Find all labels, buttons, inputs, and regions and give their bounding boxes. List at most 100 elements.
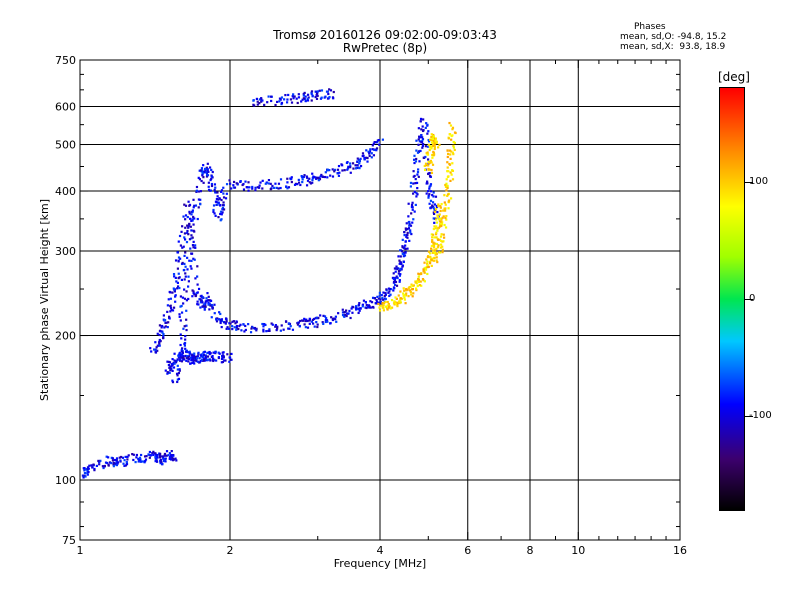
- data-point-o: [172, 458, 175, 461]
- data-point-o: [219, 321, 222, 325]
- data-point-o: [226, 326, 229, 329]
- data-point-o: [210, 175, 213, 178]
- data-point-o: [161, 463, 164, 466]
- data-point-o: [416, 186, 419, 190]
- data-point-o: [219, 312, 222, 316]
- data-point-o: [178, 286, 181, 290]
- y-tick-label: 100: [55, 474, 76, 487]
- data-point-o: [287, 186, 291, 189]
- colorbar-band: [720, 133, 744, 135]
- data-point-o: [156, 349, 159, 352]
- data-point-o: [196, 283, 199, 286]
- colorbar-band: [720, 211, 744, 213]
- data-point-o: [432, 191, 435, 194]
- data-point-o: [287, 327, 290, 330]
- colorbar-band: [720, 423, 744, 425]
- colorbar-band: [720, 456, 744, 458]
- data-point-x: [439, 246, 442, 249]
- data-point-o: [263, 103, 266, 107]
- data-point-o: [405, 234, 408, 237]
- data-point-o: [222, 208, 226, 211]
- colorbar-band: [720, 480, 744, 482]
- data-point-o: [385, 288, 388, 291]
- colorbar-band: [720, 167, 744, 169]
- data-point-o: [189, 225, 192, 228]
- data-point-o: [201, 305, 204, 308]
- data-point-o: [197, 351, 200, 354]
- data-point-o: [285, 101, 289, 104]
- data-point-o: [114, 462, 117, 465]
- data-point-o: [206, 358, 209, 361]
- data-point-o: [184, 226, 187, 229]
- data-point-o: [357, 158, 361, 162]
- data-point-o: [187, 200, 190, 203]
- data-point-o: [167, 363, 170, 367]
- data-point-o: [188, 238, 192, 241]
- colorbar-band: [720, 428, 744, 430]
- data-point-o: [308, 317, 311, 320]
- colorbar-band: [720, 283, 744, 285]
- data-point-o: [189, 356, 193, 359]
- data-point-o: [225, 320, 228, 323]
- colorbar-band: [720, 416, 744, 418]
- colorbar-band: [720, 493, 744, 495]
- data-point-o: [404, 228, 408, 231]
- data-point-o: [271, 323, 274, 326]
- data-point-o: [220, 189, 224, 192]
- data-point-o: [414, 177, 417, 181]
- data-point-o: [397, 270, 401, 273]
- x-tick-label: 1: [77, 544, 84, 557]
- data-point-o: [341, 311, 345, 314]
- data-point-o: [203, 304, 207, 308]
- colorbar-band: [720, 168, 744, 170]
- data-point-o: [197, 198, 201, 201]
- data-point-o: [188, 204, 191, 207]
- colorbar-band: [720, 277, 744, 279]
- data-point-o: [216, 195, 219, 198]
- data-point-x: [409, 290, 412, 294]
- colorbar-band: [720, 258, 744, 260]
- colorbar-band: [720, 324, 744, 326]
- data-point-o: [188, 217, 192, 220]
- data-point-o: [311, 172, 314, 175]
- data-point-o: [308, 319, 311, 322]
- data-point-o: [416, 151, 420, 154]
- data-point-x: [417, 278, 420, 281]
- colorbar-gradient: [720, 88, 744, 511]
- data-point-o: [222, 192, 225, 195]
- data-point-o: [413, 154, 416, 157]
- data-point-o: [187, 360, 190, 363]
- colorbar-band: [720, 310, 744, 312]
- colorbar-band: [720, 249, 744, 251]
- colorbar-band: [720, 190, 744, 192]
- data-point-o: [361, 305, 364, 308]
- data-point-o: [212, 204, 216, 207]
- data-point-o: [297, 93, 300, 96]
- data-point-o: [203, 307, 206, 310]
- data-point-o: [428, 193, 431, 196]
- data-point-x: [446, 155, 449, 159]
- colorbar-band: [720, 381, 744, 383]
- data-point-o: [246, 186, 249, 189]
- data-point-x: [402, 287, 405, 290]
- data-point-o: [295, 97, 298, 100]
- data-point-o: [147, 453, 150, 456]
- data-point-o: [224, 322, 227, 325]
- data-point-o: [291, 328, 295, 331]
- data-point-o: [254, 189, 257, 192]
- colorbar-band: [720, 225, 744, 227]
- data-point-o: [401, 265, 404, 268]
- data-point-x: [430, 244, 433, 248]
- colorbar-band: [720, 239, 744, 241]
- data-point-o: [373, 148, 376, 152]
- data-point-o: [194, 277, 197, 280]
- data-point-o: [432, 212, 436, 216]
- colorbar-band: [720, 307, 744, 309]
- data-point-o: [398, 262, 401, 265]
- data-point-o: [384, 293, 387, 296]
- data-point-o: [181, 351, 184, 355]
- data-point-o: [171, 358, 174, 361]
- data-point-x: [430, 133, 433, 136]
- data-point-o: [276, 327, 279, 330]
- data-point-o: [320, 96, 323, 99]
